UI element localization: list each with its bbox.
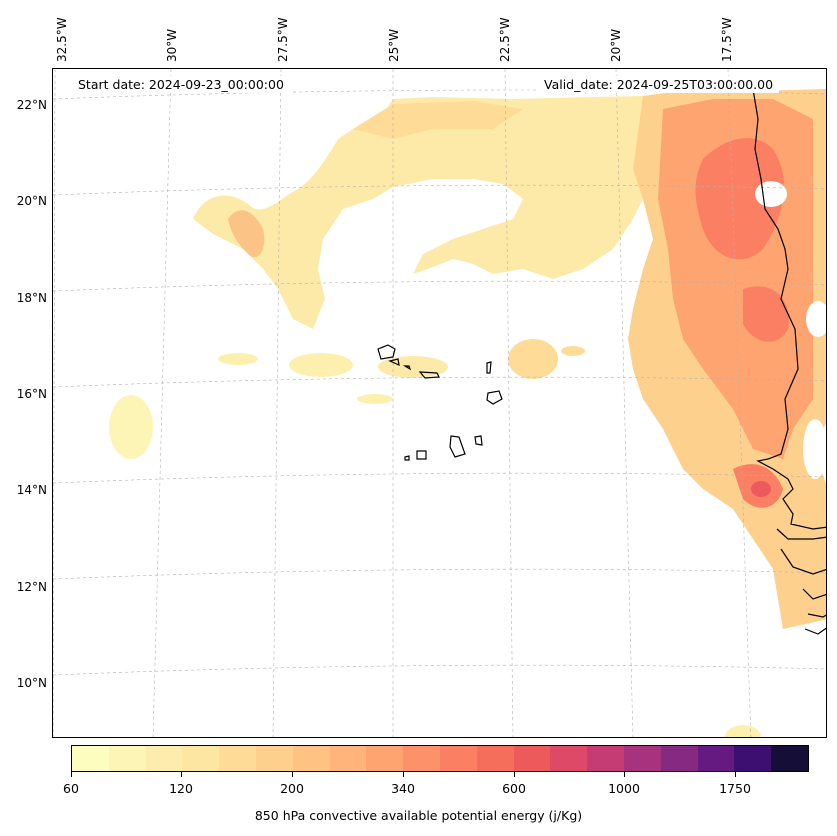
colorbar-ticklabel-60: 60 — [63, 781, 79, 796]
lon-label-17.5W: 17.5°W — [720, 17, 734, 62]
island-sao-nicolau — [418, 371, 440, 379]
cape-hole-2 — [806, 301, 826, 337]
colorbar-segment-7 — [329, 746, 367, 771]
lon-label-20W: 20°W — [609, 28, 623, 62]
cape-field — [109, 89, 826, 737]
colorbar-segment-6 — [292, 746, 330, 771]
colorbar-tick-60 — [71, 772, 72, 777]
island-santiago — [449, 435, 466, 458]
cape-blob-west-arc-inner — [228, 210, 265, 258]
colorbar-tick-340 — [403, 772, 404, 777]
island-sal — [486, 361, 492, 374]
cape-blob-f — [508, 339, 558, 379]
island-brava — [404, 455, 410, 461]
colorbar-ticklabel-340: 340 — [391, 781, 415, 796]
colorbar-segment-9 — [403, 746, 440, 771]
cape-blob-c — [289, 353, 353, 377]
lat-label-16N: 16°N — [16, 387, 47, 401]
colorbar-ticklabel-1000: 1000 — [608, 781, 640, 796]
lon-label-30W: 30°W — [165, 28, 179, 62]
colorbar-segment-10 — [439, 746, 477, 771]
colorbar-ticklabel-1750: 1750 — [719, 781, 751, 796]
lat-label-22N: 22°N — [16, 98, 47, 112]
colorbar-segment-18 — [734, 746, 772, 771]
coastline — [377, 88, 826, 635]
colorbar-segment-0 — [72, 746, 109, 771]
lon-label-27.5W: 27.5°W — [276, 17, 290, 62]
map-panel — [52, 68, 827, 738]
valid-date-label: Valid_date: 2024-09-25T03:00:00.00 — [538, 76, 780, 93]
lon-label-25W: 25°W — [387, 28, 401, 62]
colorbar-segment-3 — [182, 746, 220, 771]
colorbar-label: 850 hPa convective available potential e… — [254, 808, 583, 823]
cape-blob-g — [561, 346, 585, 356]
island-maio — [474, 435, 483, 446]
island-fogo — [416, 450, 427, 460]
colorbar-tick-200 — [292, 772, 293, 777]
cape-blob-west-arc — [193, 96, 663, 329]
lon-label-22.5W: 22.5°W — [498, 17, 512, 62]
lat-label-12N: 12°N — [16, 580, 47, 594]
cape-blob-e — [357, 394, 393, 404]
colorbar-segment-14 — [587, 746, 624, 771]
cape-field-east-core1 — [695, 138, 784, 260]
colorbar-ticklabel-120: 120 — [169, 781, 193, 796]
colorbar-tick-120 — [181, 772, 182, 777]
island-boa-vista — [486, 390, 503, 405]
island-santo-antao — [377, 344, 396, 360]
colorbar-ticklabel-600: 600 — [502, 781, 526, 796]
lat-label-20N: 20°N — [16, 194, 47, 208]
lat-label-10N: 10°N — [16, 676, 47, 690]
colorbar-segment-1 — [108, 746, 146, 771]
colorbar-segment-13 — [550, 746, 588, 771]
cape-map — [53, 69, 826, 737]
cape-blob-h — [725, 725, 761, 737]
cape-blob-north — [353, 101, 523, 139]
colorbar-tick-600 — [514, 772, 515, 777]
island-santa-luzia — [402, 365, 412, 371]
lon-label-32.5W: 32.5°W — [55, 17, 69, 62]
cape-hole-1 — [755, 181, 787, 207]
colorbar-segment-4 — [219, 746, 256, 771]
colorbar-segment-12 — [513, 746, 551, 771]
colorbar-segment-15 — [623, 746, 661, 771]
cape-blob-b — [218, 353, 258, 365]
colorbar-segment-11 — [476, 746, 514, 771]
start-date-label: Start date: 2024-09-23_00:00:00 — [72, 76, 290, 93]
island-sao-vicente — [388, 358, 400, 367]
colorbar-segment-2 — [145, 746, 183, 771]
colorbar-tick-1000 — [624, 772, 625, 777]
lat-label-18N: 18°N — [16, 291, 47, 305]
colorbar — [71, 745, 809, 772]
colorbar-segment-5 — [255, 746, 293, 771]
cape-field-east-hot — [751, 481, 771, 497]
graticule — [53, 69, 826, 737]
cape-hole-3 — [803, 419, 826, 479]
cape-blob-a — [109, 395, 153, 459]
colorbar-segment-17 — [697, 746, 735, 771]
cape-field-east-core2 — [743, 286, 789, 342]
colorbar-tick-1750 — [735, 772, 736, 777]
colorbar-segment-8 — [366, 746, 404, 771]
lat-label-14N: 14°N — [16, 483, 47, 497]
colorbar-segment-16 — [660, 746, 698, 771]
colorbar-segment-19 — [771, 746, 808, 771]
colorbar-ticklabel-200: 200 — [280, 781, 304, 796]
